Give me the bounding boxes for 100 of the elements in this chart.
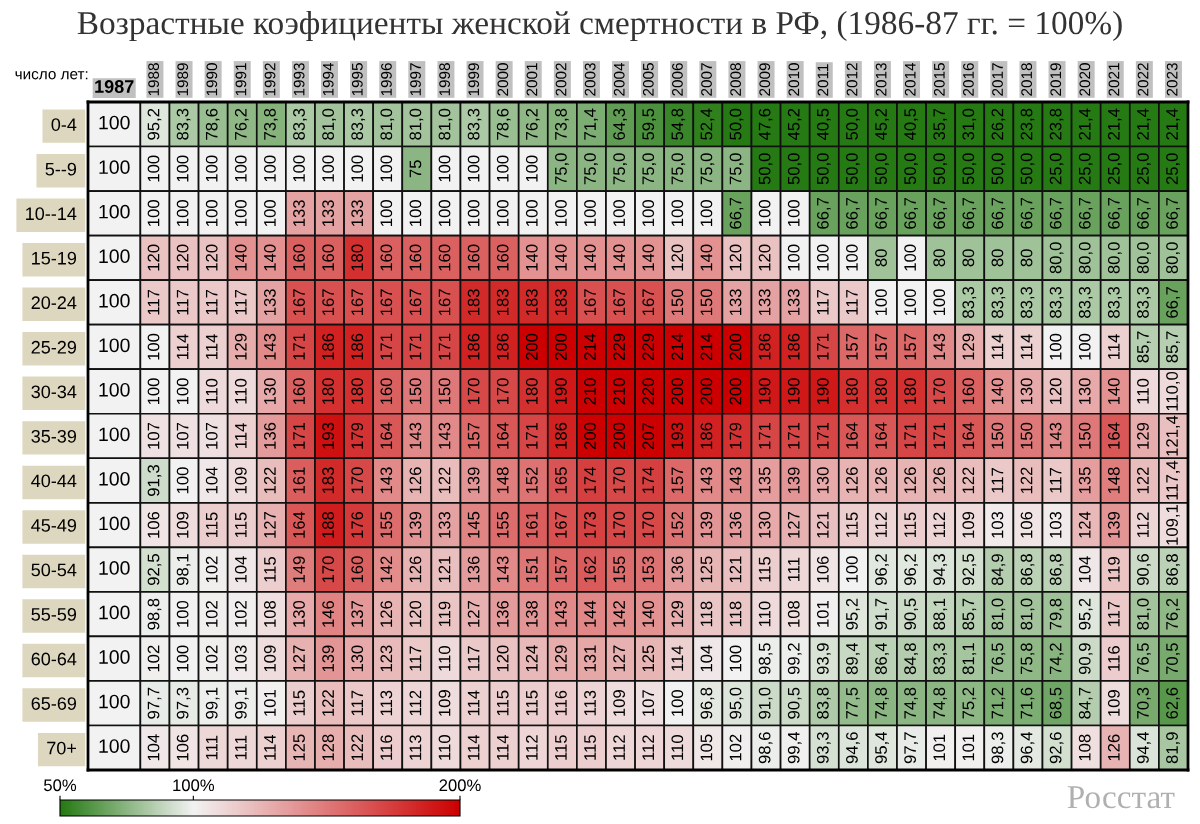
data-label: 117 — [467, 646, 480, 671]
data-label: 114 — [467, 690, 480, 716]
data-label: 171 — [787, 422, 800, 449]
data-label: 186 — [467, 333, 480, 360]
data-label: 155 — [613, 556, 626, 583]
data-label: 118 — [700, 601, 713, 627]
data-label: 121 — [729, 556, 742, 583]
data-label: 164 — [496, 422, 509, 449]
data-label: 118 — [729, 601, 742, 627]
data-label: 83,3 — [1078, 286, 1093, 318]
data-label: 50,0 — [962, 153, 977, 185]
data-label: 136 — [496, 600, 509, 627]
data-label: 170 — [933, 378, 946, 405]
data-label: 127 — [293, 645, 305, 672]
data-label: 114 — [205, 334, 218, 359]
data-label: 50,0 — [787, 153, 802, 185]
data-label: 115 — [555, 735, 567, 760]
data-label: 183 — [555, 289, 567, 316]
data-label: 157 — [904, 333, 917, 360]
data-label: 100 — [99, 249, 130, 264]
data-label: 146 — [322, 600, 335, 627]
data-label: 75,0 — [671, 153, 686, 185]
data-label: 66,7 — [1137, 197, 1151, 229]
x-tick-label: 1995 — [351, 63, 363, 96]
data-label: 117 — [176, 289, 189, 315]
data-label: 150 — [991, 422, 1004, 449]
y-tick-label: 45-49 — [31, 519, 77, 532]
data-label: 115 — [904, 512, 917, 538]
data-label: 100 — [99, 471, 130, 486]
data-label: 100 — [846, 556, 858, 583]
data-label: 135 — [758, 467, 771, 494]
data-label: 50,0 — [875, 153, 889, 185]
data-label: 143 — [700, 467, 713, 494]
data-label: 127 — [467, 601, 480, 627]
data-label: 138 — [525, 600, 538, 627]
data-label: 183 — [525, 289, 538, 316]
data-label: 110 — [438, 735, 451, 760]
data-label: 130 — [351, 645, 364, 672]
data-label: 124 — [525, 645, 538, 672]
y-tick-label: 10--14 — [26, 207, 77, 221]
data-label: 73,8 — [555, 108, 569, 140]
data-label: 100 — [613, 200, 626, 226]
data-label: 150 — [409, 378, 422, 405]
data-label: 83,3 — [991, 286, 1006, 318]
data-label: 80 — [875, 249, 887, 267]
data-label: 120 — [758, 244, 771, 271]
data-label: 180 — [351, 378, 364, 405]
data-label: 171 — [409, 333, 422, 360]
data-label: 106 — [147, 511, 160, 538]
data-label: 100 — [99, 605, 130, 620]
data-label: 210 — [584, 378, 596, 405]
data-label: 121 — [816, 511, 829, 538]
data-label: 66,7 — [816, 197, 831, 229]
data-label: 83,3 — [1020, 286, 1035, 318]
y-tick-label: 30-34 — [31, 385, 77, 399]
data-label: 25,0 — [1078, 153, 1093, 185]
data-label: 126 — [409, 467, 422, 494]
data-label: 100 — [642, 200, 655, 226]
data-label: 107 — [205, 422, 218, 449]
data-label: 150 — [700, 289, 713, 316]
data-label: 100 — [758, 200, 771, 226]
data-label: 114 — [176, 334, 189, 359]
data-label: 52,4 — [700, 108, 715, 140]
data-label: 220 — [642, 378, 655, 405]
data-label: 66,7 — [1166, 287, 1180, 318]
data-label: 190 — [555, 378, 567, 405]
data-label: 164 — [380, 422, 393, 449]
data-label: 100 — [555, 200, 567, 226]
data-label: 130 — [1078, 378, 1091, 405]
data-label: 100 — [525, 200, 538, 226]
data-label: 99,1 — [234, 687, 249, 719]
data-label: 131 — [584, 645, 596, 672]
data-label: 140 — [1107, 378, 1120, 405]
data-label: 78,6 — [496, 108, 511, 140]
data-label: 120 — [147, 244, 160, 271]
data-label: 139 — [467, 467, 480, 494]
data-label: 152 — [525, 467, 538, 494]
data-label: 83,3 — [1049, 286, 1064, 318]
data-label: 66,7 — [1078, 197, 1093, 229]
data-label: 109 — [176, 511, 189, 538]
data-label: 81,0 — [409, 108, 424, 140]
data-label: 171 — [758, 422, 771, 449]
data-label: 109 — [613, 690, 626, 716]
data-label: 94,3 — [933, 554, 948, 586]
data-label: 174 — [642, 467, 654, 494]
data-label: 133 — [758, 289, 771, 316]
data-label: 109 — [264, 645, 276, 672]
data-label: 104 — [1078, 556, 1091, 583]
data-label: 143 — [380, 467, 393, 494]
data-label: 94,6 — [846, 732, 860, 764]
data-label: 107 — [642, 690, 655, 716]
data-label: 171 — [438, 333, 451, 360]
data-label: 74,8 — [875, 687, 889, 719]
data-label: 188 — [322, 511, 335, 538]
data-label: 73,8 — [264, 108, 278, 140]
data-label: 83,3 — [1107, 286, 1122, 318]
data-label: 81,0 — [322, 108, 336, 140]
data-label: 100 — [147, 155, 160, 182]
data-label: 190 — [816, 378, 829, 405]
y-tick-label: 20-24 — [31, 296, 77, 310]
